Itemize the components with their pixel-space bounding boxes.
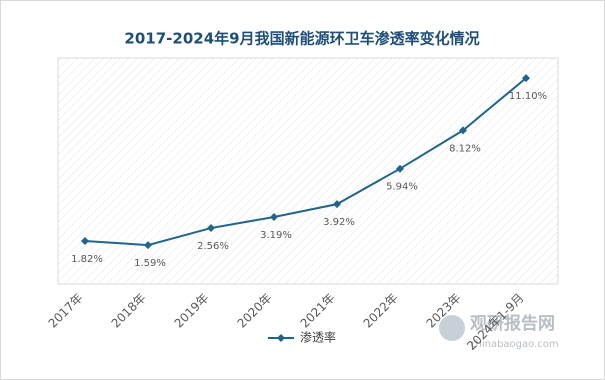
legend-marker	[277, 334, 285, 342]
plot-area	[57, 57, 559, 285]
chart-title: 2017-2024年9月我国新能源环卫车渗透率变化情况	[124, 30, 479, 48]
data-label: 11.10%	[509, 91, 547, 102]
watermark-logo	[439, 315, 465, 341]
marker	[207, 224, 215, 233]
line	[84, 77, 527, 247]
data-label: 8.12%	[449, 143, 481, 154]
marker	[81, 237, 89, 246]
watermark-name: 观研报告网	[469, 313, 555, 334]
data-label: 1.59%	[134, 258, 166, 269]
marker	[270, 212, 278, 221]
marker	[144, 241, 152, 250]
data-label: 2.56%	[197, 241, 229, 252]
watermark: 观研报告网 chinabaogao.com	[439, 313, 559, 350]
data-label: 3.19%	[260, 230, 292, 241]
marker	[333, 200, 341, 209]
watermark-url: chinabaogao.com	[470, 339, 559, 350]
data-label: 1.82%	[71, 254, 103, 265]
marker	[396, 164, 404, 173]
legend-label: 渗透率	[300, 330, 336, 345]
marker	[522, 74, 530, 83]
data-label: 5.94%	[386, 182, 418, 193]
data-label: 3.92%	[323, 217, 355, 228]
marker	[459, 126, 467, 135]
